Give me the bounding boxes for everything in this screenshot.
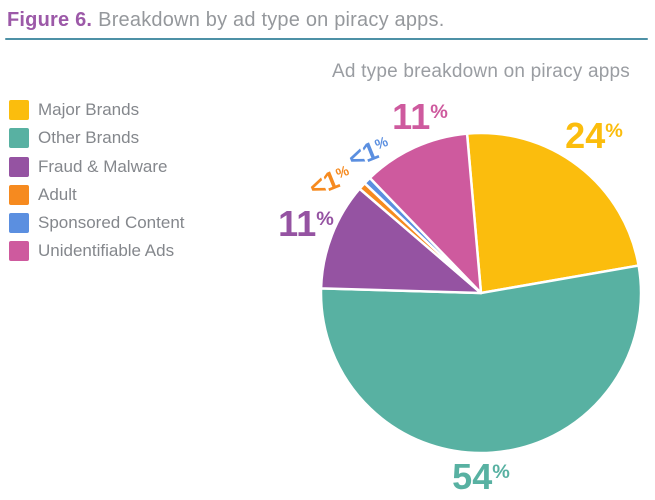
slice-label-major-brands: 24%: [565, 115, 623, 156]
chart-legend: Major Brands Other Brands Fraud & Malwar…: [9, 100, 185, 270]
percent-sign: %: [492, 461, 510, 484]
pie-slice-major-brands: [465, 131, 640, 295]
legend-swatch-fraud-malware: [9, 156, 29, 177]
legend-item-major-brands: Major Brands: [9, 100, 185, 120]
slice-label-fraud-malware: 11%: [278, 203, 334, 244]
pie-slice-other-brands: [319, 264, 643, 455]
legend-swatch-unidentifiable-ads: [9, 241, 29, 262]
figure-caption: Figure 6. Breakdown by ad type on piracy …: [7, 9, 444, 32]
chart-title: Ad type breakdown on piracy apps: [332, 61, 630, 82]
legend-item-adult: Adult: [9, 184, 185, 205]
legend-item-unidentifiable-ads: Unidentifiable Ads: [9, 241, 185, 262]
legend-label: Major Brands: [38, 100, 140, 119]
figure-number-label: Figure 6.: [7, 9, 93, 31]
pie-slice-fraud-malware: [319, 187, 483, 295]
percent-sign: %: [316, 208, 334, 231]
legend-label: Fraud & Malware: [38, 156, 168, 176]
legend-label: Sponsored Content: [38, 213, 185, 233]
percent-sign: %: [605, 120, 623, 143]
header-divider-line: [5, 38, 648, 40]
legend-item-other-brands: Other Brands: [9, 128, 185, 149]
slice-label-unidentifiable-ads: 11%: [392, 96, 448, 137]
pie-svg: [319, 131, 643, 455]
figure-caption-text: Breakdown by ad type on piracy apps.: [98, 9, 445, 31]
legend-swatch-major-brands: [9, 100, 29, 120]
pie-slice-unidentifiable-ads: [368, 132, 483, 295]
legend-swatch-adult: [9, 184, 29, 205]
slice-label-other-brands: 54%: [452, 456, 510, 497]
legend-swatch-other-brands: [9, 128, 29, 149]
legend-item-fraud-malware: Fraud & Malware: [9, 156, 185, 177]
legend-item-sponsored-content: Sponsored Content: [9, 213, 185, 234]
legend-label: Adult: [38, 184, 77, 204]
legend-label: Other Brands: [38, 128, 140, 148]
legend-swatch-sponsored-content: [9, 213, 29, 234]
legend-label: Unidentifiable Ads: [38, 241, 175, 261]
percent-sign: %: [430, 101, 448, 124]
